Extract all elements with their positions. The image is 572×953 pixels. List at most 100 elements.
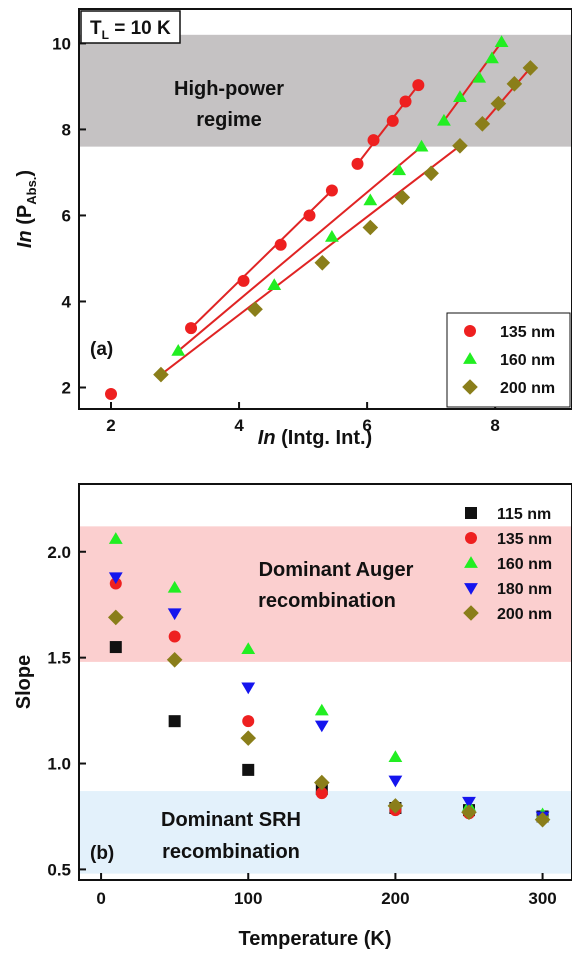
data-point [394, 189, 411, 206]
data-point [241, 642, 256, 655]
srh-region-band [79, 791, 572, 874]
legend-marker [464, 325, 476, 337]
panel-a-y-axis-label: In (PAbs.) [14, 170, 39, 248]
data-point [462, 796, 476, 809]
data-point [108, 532, 123, 544]
data-point [314, 254, 331, 271]
legend-label: 160 nm [497, 556, 552, 573]
data-point [242, 715, 255, 728]
data-point [314, 703, 329, 716]
panel-a-data-points [105, 35, 539, 400]
legend-marker [465, 532, 477, 544]
panel-b-frame [78, 483, 572, 881]
legend-label: 200 nm [500, 380, 555, 397]
panel-a-chart: 2 4 6 8 2 4 6 8 10 High-power regime TL = 10 K (… [14, 8, 572, 449]
data-point [242, 763, 255, 776]
data-point [351, 157, 364, 170]
data-point [108, 572, 123, 585]
data-point [485, 51, 499, 64]
panel-a-legend: 135 nm 160 nm 200 nm [462, 324, 555, 397]
data-point [412, 79, 425, 92]
data-point [247, 301, 263, 318]
data-point [314, 774, 330, 791]
legend-label: 160 nm [500, 352, 555, 369]
data-point [399, 95, 412, 108]
data-point [109, 641, 122, 654]
legend-marker [463, 352, 477, 364]
panel-a-x-axis-label: In (Intg. Int.) [258, 427, 372, 449]
data-point [472, 70, 487, 83]
data-point [453, 90, 467, 103]
data-point [461, 804, 477, 821]
shade-label-line-2: regime [196, 109, 262, 131]
x-tick-label: 2 [106, 416, 115, 435]
y-tick-label: 2.0 [47, 543, 71, 562]
data-point [388, 750, 403, 763]
data-point [240, 730, 257, 746]
shade-label-line-1: High-power [174, 78, 284, 100]
y-tick-label: 4 [62, 292, 72, 311]
data-point [315, 787, 328, 800]
srh-label-line-2: recombination [162, 841, 300, 863]
data-point [490, 95, 507, 112]
data-point [494, 35, 509, 47]
data-point [522, 60, 539, 76]
data-point [367, 134, 380, 147]
x-tick-label: 200 [381, 889, 409, 908]
data-point [241, 682, 256, 695]
legend-label: 115 nm [497, 506, 551, 523]
data-point [237, 274, 250, 287]
y-tick-label: 10 [52, 34, 71, 53]
data-point [168, 630, 181, 643]
legend-marker [464, 556, 478, 568]
data-point [267, 278, 282, 290]
data-point [452, 137, 468, 154]
legend-marker [462, 379, 478, 395]
fit-line [160, 144, 461, 376]
data-point [107, 609, 124, 626]
panel-a-ticks: 2 4 6 8 2 4 6 8 10 [52, 34, 500, 435]
data-point [274, 238, 287, 251]
panel-b-label: (b) [90, 843, 114, 864]
y-tick-label: 1.0 [47, 755, 71, 774]
data-point [362, 219, 379, 236]
srh-label-line-1: Dominant SRH [161, 809, 301, 831]
x-tick-label: 300 [528, 889, 556, 908]
x-tick-label: 6 [362, 416, 371, 435]
panel-a-frame [78, 8, 572, 410]
data-point [303, 209, 316, 222]
y-tick-label: 1.5 [47, 649, 71, 668]
data-point [314, 720, 329, 733]
data-point [474, 116, 491, 132]
data-point [387, 798, 404, 814]
data-point [534, 811, 551, 828]
legend-label: 135 nm [500, 324, 555, 341]
data-point [325, 184, 338, 197]
legend-marker [463, 605, 479, 621]
auger-label-line-2: recombination [258, 590, 396, 612]
data-point [437, 113, 451, 126]
panel-b-legend: 115 nm 135 nm 160 nm 180 nm 200 nm [463, 506, 552, 623]
condition-box [80, 10, 181, 44]
legend-marker [465, 507, 477, 519]
data-point [388, 775, 403, 788]
y-tick-label: 2 [62, 378, 71, 397]
panel-b-x-axis-label: Temperature (K) [239, 928, 392, 950]
data-point [325, 230, 339, 242]
auger-region-band [79, 526, 572, 662]
data-point [363, 193, 378, 206]
panel-b-data-points [107, 532, 551, 828]
high-power-regime-band [79, 34, 572, 147]
data-point [105, 387, 118, 400]
panel-b-ticks: 0 100 200 300 0.5 1.0 1.5 2.0 [47, 543, 556, 908]
legend-label: 180 nm [497, 581, 552, 598]
data-point [506, 76, 523, 92]
data-point [414, 139, 429, 152]
x-tick-label: 0 [96, 889, 105, 908]
data-point [168, 715, 181, 728]
auger-label-line-1: Dominant Auger [259, 559, 414, 581]
y-tick-label: 6 [62, 206, 71, 225]
condition-label: TL = 10 K [90, 18, 171, 42]
legend-label: 135 nm [497, 531, 552, 548]
